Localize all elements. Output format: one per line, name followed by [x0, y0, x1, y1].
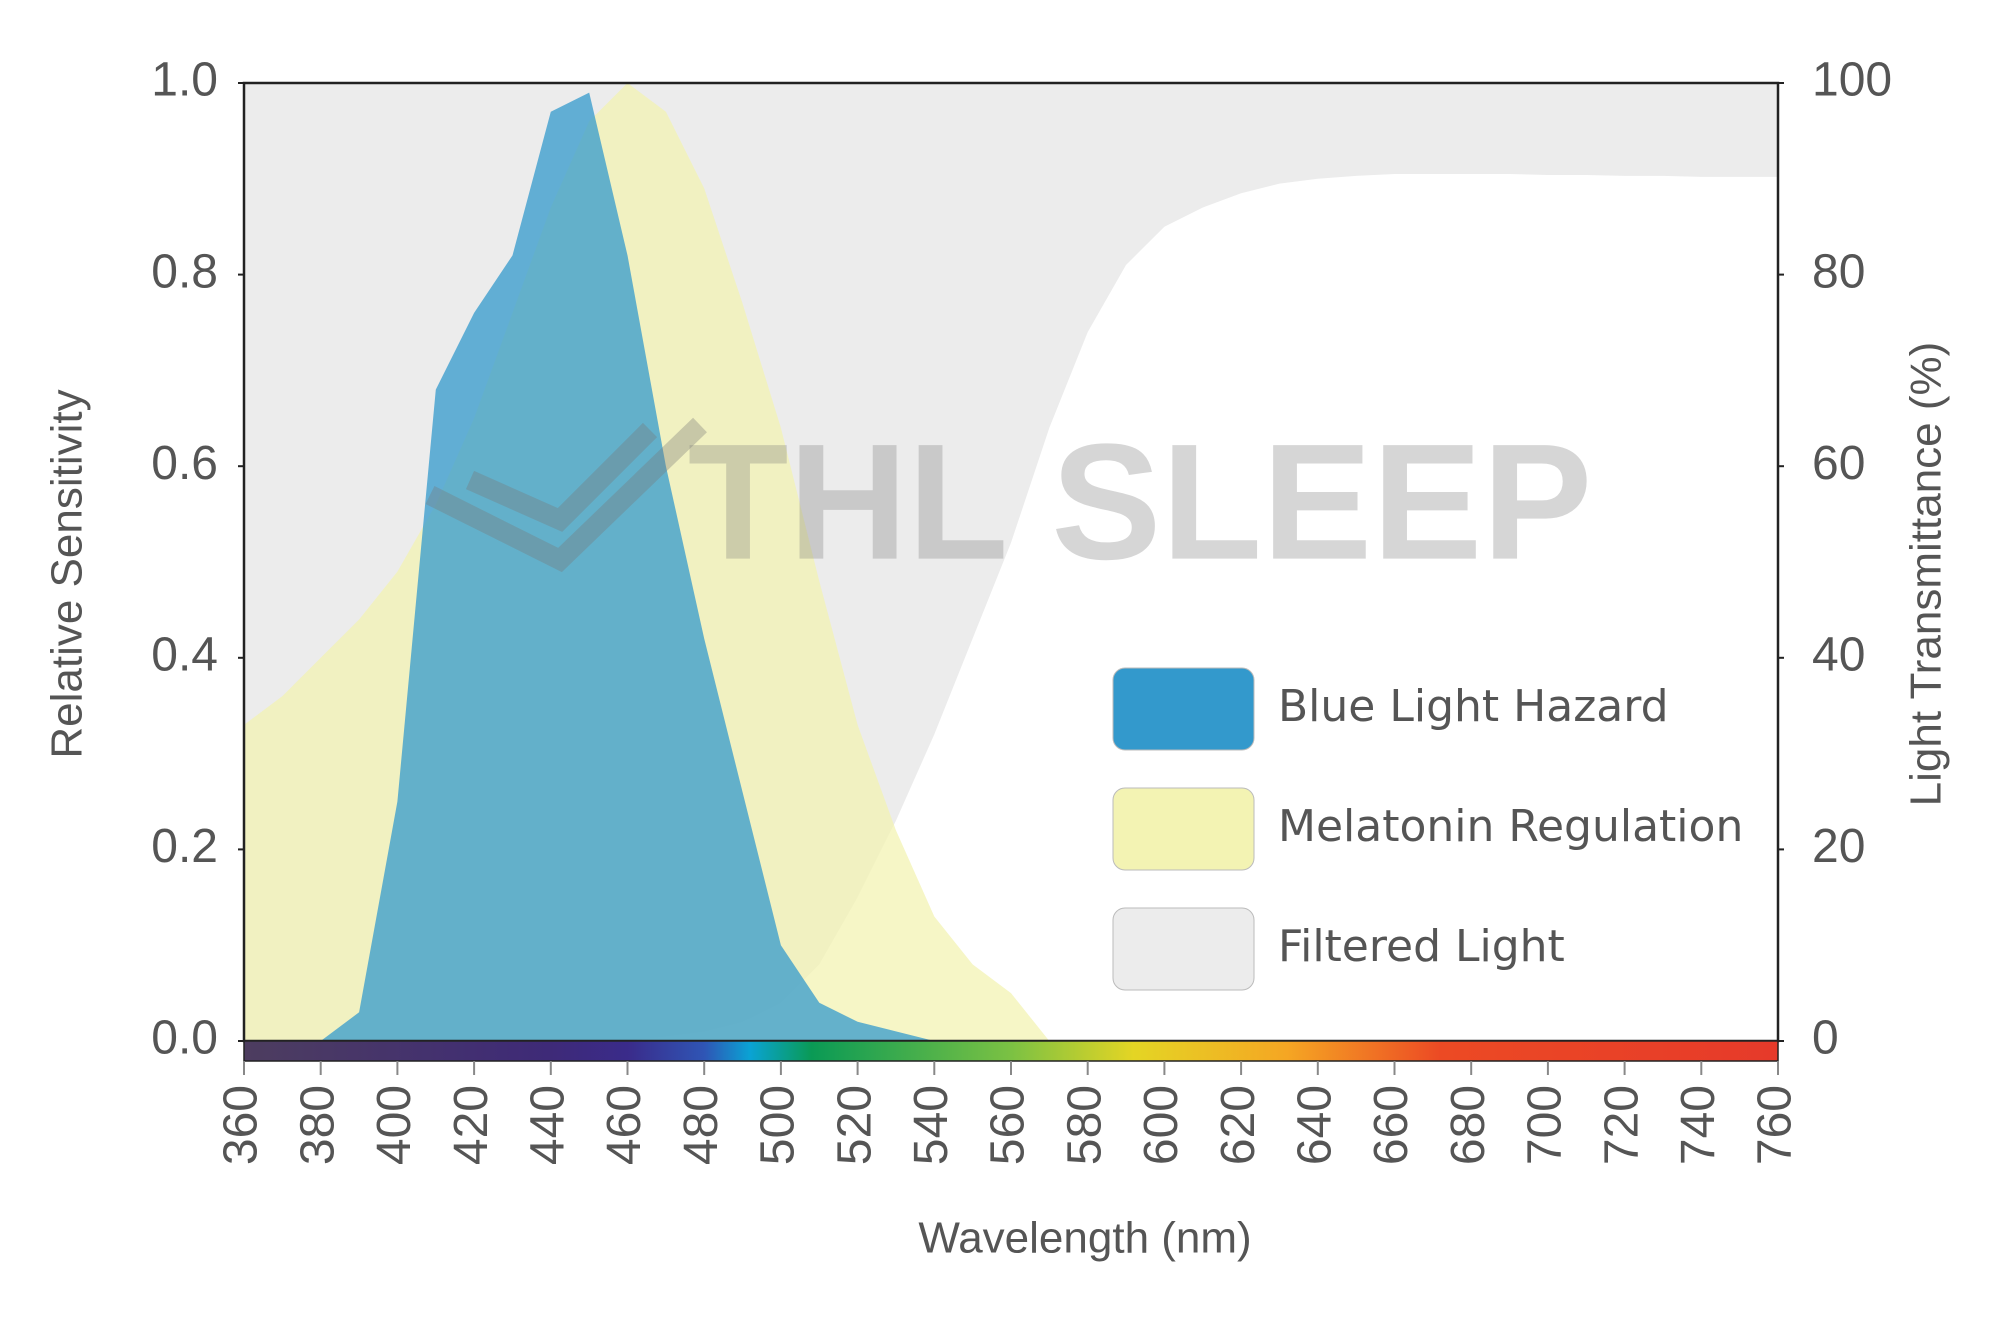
y-tick-label: 0.2	[151, 820, 218, 873]
legend-label: Melatonin Regulation	[1278, 801, 1743, 852]
y-tick-label: 1.0	[151, 54, 218, 107]
x-tick-label: 440	[521, 1085, 574, 1165]
x-tick-label: 420	[445, 1085, 498, 1165]
y2-tick-label: 80	[1812, 245, 1865, 298]
x-tick-label: 720	[1595, 1085, 1648, 1165]
x-tick-label: 500	[752, 1085, 805, 1165]
x-axis-title: Wavelength (nm)	[918, 1214, 1251, 1263]
y2-tick-label: 40	[1812, 628, 1865, 681]
spectrum-bar	[243, 1040, 1779, 1062]
x-tick-label: 360	[215, 1085, 268, 1165]
logo-mark	[465, 422, 658, 532]
y2-tick-label: 60	[1812, 437, 1865, 490]
legend-swatch	[1112, 907, 1255, 991]
logo	[425, 417, 707, 573]
legend-swatch	[1112, 787, 1255, 871]
x-tick-label: 600	[1135, 1085, 1188, 1165]
x-tick-label: 480	[675, 1085, 728, 1165]
x-tick-label: 680	[1442, 1085, 1495, 1165]
y2-tick-label: 20	[1812, 820, 1865, 873]
y2-tick-label: 100	[1812, 54, 1892, 107]
x-tick-label: 700	[1519, 1085, 1572, 1165]
x-tick-label: 640	[1288, 1085, 1341, 1165]
y-tick-label: 0.0	[151, 1012, 218, 1065]
legend-swatch	[1112, 667, 1255, 751]
watermark: THL SLEEP	[688, 410, 1593, 594]
x-tick-label: 660	[1365, 1085, 1418, 1165]
x-tick-label: 560	[982, 1085, 1035, 1165]
x-tick-label: 620	[1212, 1085, 1265, 1165]
area	[244, 92, 1778, 1042]
x-tick-label: 520	[828, 1085, 881, 1165]
plot-area	[244, 83, 1778, 1042]
x-tick-label: 460	[598, 1085, 651, 1165]
y2-tick-label: 0	[1812, 1012, 1839, 1065]
y-tick-label: 0.4	[151, 628, 218, 681]
legend-label: Filtered Light	[1278, 921, 1565, 972]
logo-mark	[425, 417, 707, 573]
y-tick-label: 0.8	[151, 245, 218, 298]
x-tick-label: 380	[291, 1085, 344, 1165]
x-tick-label: 400	[368, 1085, 421, 1165]
x-tick-label: 580	[1058, 1085, 1111, 1165]
y2-axis-title: Light Transmittance (%)	[1902, 342, 1951, 807]
y-axis-title: Relative Sensitivity	[43, 389, 92, 758]
x-tick-label: 540	[905, 1085, 958, 1165]
x-tick-label: 740	[1672, 1085, 1725, 1165]
y-tick-label: 0.6	[151, 437, 218, 490]
legend-label: Blue Light Hazard	[1278, 681, 1669, 732]
x-tick-label: 760	[1749, 1085, 1802, 1165]
